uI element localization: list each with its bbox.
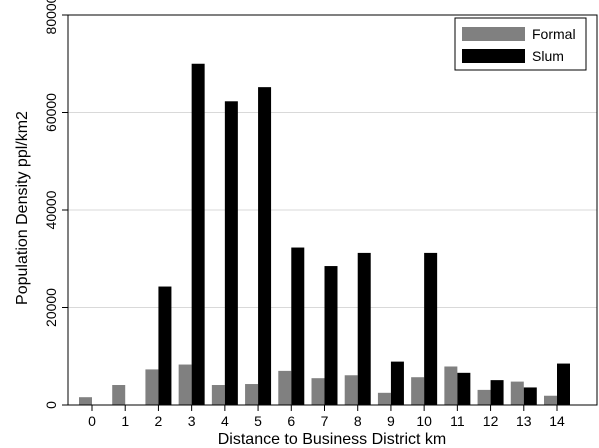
bar-slum-7 [324,266,338,405]
x-tick-label: 3 [188,413,196,429]
x-tick-label: 7 [321,413,329,429]
bar-formal-5 [245,384,259,405]
bar-slum-4 [224,101,238,405]
y-tick-label: 0 [43,401,59,409]
y-tick-label: 60000 [43,93,59,132]
x-tick-label: 4 [221,413,229,429]
bar-formal-1 [112,385,126,405]
x-tick-label: 11 [450,413,465,429]
bar-slum-9 [390,361,404,405]
x-tick-label: 13 [516,413,532,429]
bar-formal-11 [444,366,458,405]
x-tick-label: 12 [483,413,499,429]
bar-formal-14 [544,395,557,405]
x-tick-label: 5 [254,413,262,429]
bar-slum-5 [258,87,272,406]
legend-label-formal: Formal [532,26,576,42]
bar-slum-13 [523,387,537,405]
bars-group [79,63,570,406]
y-tick-label: 20000 [43,288,59,327]
bar-formal-0 [79,397,92,405]
bar-formal-13 [510,381,524,405]
bar-formal-6 [278,370,292,405]
x-tick-label: 2 [155,413,163,429]
bar-slum-12 [490,380,504,405]
legend-swatch-slum [462,49,525,63]
bar-formal-12 [477,389,491,405]
bar-slum-3 [191,63,205,405]
bar-slum-2 [158,286,172,405]
x-tick-label: 10 [416,413,432,429]
x-tick-label: 0 [88,413,96,429]
y-axis-label: Population Density ppl/km2 [14,111,31,305]
x-tick-label: 9 [387,413,395,429]
bar-formal-4 [211,385,225,405]
y-axis: 0 20000 40000 60000 80000 [43,0,68,409]
x-axis-label: Distance to Business District km [218,431,447,448]
bar-slum-8 [357,252,371,405]
bar-formal-3 [178,364,192,405]
legend: Formal Slum [454,17,587,71]
bar-slum-6 [291,247,305,405]
x-tick-label: 6 [287,413,295,429]
bar-formal-7 [311,378,325,405]
bar-formal-2 [145,369,159,405]
bar-slum-10 [424,252,438,405]
bar-slum-14 [557,363,570,405]
x-tick-label: 1 [121,413,129,429]
bar-slum-11 [457,372,471,405]
legend-swatch-formal [462,27,525,41]
y-tick-label: 80000 [43,0,59,34]
bar-formal-9 [377,392,391,405]
x-tick-label: 14 [549,413,565,429]
legend-label-slum: Slum [532,48,564,64]
x-axis: 0 1 2 3 4 5 6 7 8 9 10 11 12 13 14 [88,405,565,429]
bar-formal-8 [344,375,358,405]
bar-formal-10 [411,377,425,405]
y-tick-label: 40000 [43,190,59,229]
x-tick-label: 8 [354,413,362,429]
